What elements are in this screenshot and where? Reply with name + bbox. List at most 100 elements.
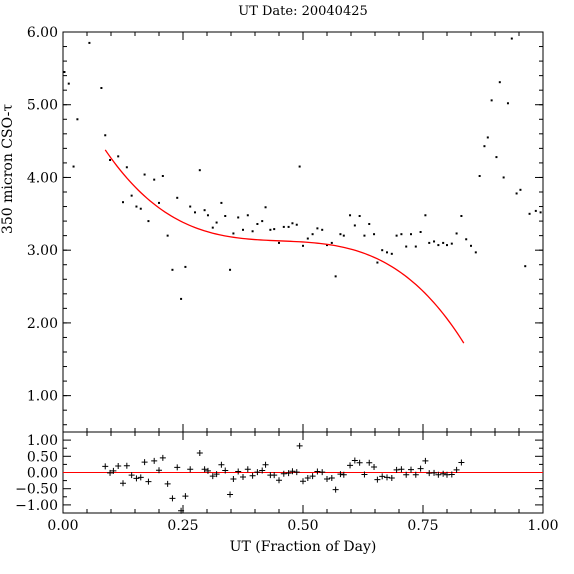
data-point <box>251 230 254 233</box>
resid-y-tick-label: 0.50 <box>27 449 58 465</box>
residual-panel: −1.00−0.500.000.501.000.00 0.25 0.50 0.75 1.… <box>15 431 559 534</box>
data-point <box>395 234 398 237</box>
data-point <box>483 145 486 148</box>
residual-point <box>133 475 140 482</box>
residual-point <box>227 491 234 498</box>
residual-point <box>319 469 326 476</box>
data-point <box>373 233 376 236</box>
residual-point <box>222 467 229 474</box>
data-point <box>215 221 218 224</box>
residual-point <box>201 466 208 473</box>
residual-point <box>230 475 237 482</box>
data-point <box>287 225 290 228</box>
data-point <box>135 205 138 208</box>
data-point <box>339 233 342 236</box>
data-point <box>67 82 70 85</box>
data-point <box>495 156 498 159</box>
residual-point <box>110 467 117 474</box>
data-point <box>405 245 408 248</box>
y-tick-label: 4.00 <box>27 170 58 186</box>
data-point <box>153 178 156 181</box>
data-point <box>498 81 501 84</box>
data-point <box>206 214 209 217</box>
data-point <box>256 223 259 225</box>
data-point <box>414 245 417 248</box>
residual-point <box>174 464 181 471</box>
data-point <box>306 237 309 240</box>
residual-point <box>280 470 287 477</box>
data-point <box>220 201 223 204</box>
residual-point <box>412 471 419 478</box>
residual-point <box>204 467 211 474</box>
data-point <box>166 234 169 237</box>
residual-point <box>240 474 246 481</box>
data-point <box>184 265 187 268</box>
residual-point <box>159 454 166 461</box>
data-point <box>282 225 285 228</box>
data-point <box>419 231 422 233</box>
data-point <box>147 220 150 223</box>
data-point <box>450 242 453 245</box>
residual-point <box>398 466 405 473</box>
residual-point <box>271 472 278 479</box>
residual-point <box>169 495 176 502</box>
data-point <box>198 169 201 172</box>
residual-point <box>347 462 354 469</box>
residual-point <box>408 466 414 473</box>
residual-point <box>213 471 220 478</box>
data-point <box>442 241 445 244</box>
residual-point <box>187 466 194 473</box>
data-point <box>478 175 481 177</box>
data-point <box>237 216 240 219</box>
data-point <box>515 192 518 195</box>
residual-point <box>285 470 292 477</box>
data-point <box>211 226 214 229</box>
data-point <box>330 241 333 244</box>
data-point <box>117 155 120 158</box>
y-tick-label: 6.00 <box>27 25 58 41</box>
data-point <box>246 214 249 217</box>
data-point <box>229 268 232 271</box>
residual-point <box>209 473 216 480</box>
chart-title: UT Date: 20040425 <box>238 4 368 19</box>
data-point <box>158 201 160 204</box>
data-point <box>510 37 513 40</box>
residual-point <box>151 457 158 464</box>
y-tick-label: 3.00 <box>27 243 58 259</box>
data-point <box>390 252 393 255</box>
residual-point <box>448 471 455 478</box>
residual-point <box>361 471 368 478</box>
data-point <box>326 244 328 247</box>
data-point <box>363 234 366 237</box>
data-point <box>189 205 192 208</box>
residual-point <box>141 459 148 466</box>
residual-point <box>254 469 261 476</box>
data-point <box>490 99 493 102</box>
data-point <box>474 251 477 254</box>
data-point <box>161 175 164 177</box>
data-point <box>524 265 527 268</box>
residual-point <box>384 474 390 481</box>
data-point <box>298 165 301 168</box>
data-point <box>72 165 75 168</box>
data-point <box>104 134 107 137</box>
data-point <box>376 261 379 264</box>
data-point <box>539 211 542 214</box>
residual-point <box>262 461 269 468</box>
data-point <box>109 159 112 161</box>
residual-point <box>356 459 363 466</box>
data-point <box>528 212 531 215</box>
y-tick-label: 5.00 <box>27 98 58 114</box>
data-point <box>433 240 436 243</box>
data-point <box>386 251 388 254</box>
data-point <box>502 176 505 179</box>
data-point <box>534 209 537 212</box>
data-point <box>130 194 133 197</box>
residual-point <box>388 475 395 482</box>
residual-point <box>137 474 144 481</box>
data-point <box>460 215 463 217</box>
residual-point <box>374 476 381 483</box>
residual-point <box>128 472 135 479</box>
main-panel: 1.00 2.00 3.00 4.00 5.00 6.00 <box>27 25 544 433</box>
fit-curve <box>104 149 465 344</box>
